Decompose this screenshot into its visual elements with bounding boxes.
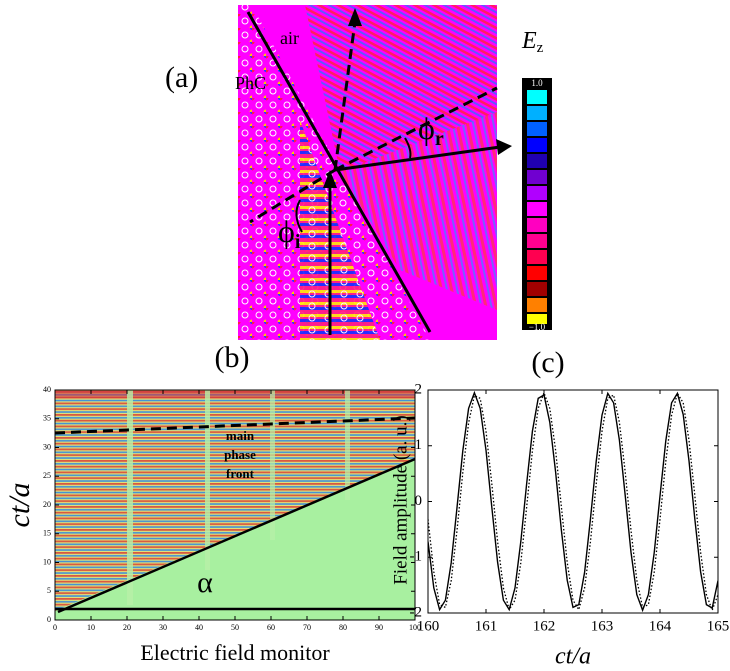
panel-label: (c) [531,346,564,379]
plot-lines [428,390,718,613]
angle-label: ϕr [418,110,444,149]
panel-label: (b) [215,341,250,374]
x-tick-label: 162 [533,618,556,634]
colorbar-symbol: E [521,28,537,54]
series-line [428,390,718,613]
y-axis-label: ct/a [3,483,36,528]
x-tick-label: 90 [375,623,383,632]
angle-label: ϕi [278,213,301,252]
y-tick-label: 25 [43,471,51,480]
y-tick-label: 35 [43,414,51,423]
y-tick-label: -1 [410,549,423,565]
y-tick-label: 30 [43,442,51,451]
x-tick-label: 164 [649,618,672,634]
angle-subscript: i [295,231,301,253]
y-tick-label: 40 [43,385,51,394]
axes-frame [427,389,719,614]
x-tick-label: 163 [591,618,614,634]
x-tick-label: 160 [417,618,440,634]
y-axis-label: Field amplitude (a. u.) [390,415,411,584]
y-tick-label: 20 [43,500,51,509]
x-axis-label: Electric field monitor [140,640,330,665]
x-tick-label: 70 [303,623,311,632]
y-tick-label: 5 [47,586,51,595]
x-tick-label: 50 [231,623,239,632]
field-map [55,390,415,620]
x-tick-label: 0 [53,623,57,632]
y-tick-label: 0 [47,615,51,624]
x-tick-label: 80 [339,623,347,632]
x-tick-label: 20 [123,623,131,632]
x-tick-label: 40 [195,623,203,632]
series-line [428,390,718,613]
field-map [238,5,512,340]
y-tick-label: 10 [43,557,51,566]
colorbar-title: Ez [521,28,544,57]
colorbar [522,78,552,330]
y-tick-label: 1 [415,437,423,453]
angle-symbol: ϕ [278,213,295,249]
colorbar-subscript: z [537,40,544,56]
annotation: front [226,466,255,481]
y-tick-label: 15 [43,529,51,538]
region-label: air [280,28,299,48]
x-tick-label: 100 [409,623,421,632]
colorbar-tick-label: 1.0 [531,78,543,88]
angle-symbol: ϕ [418,110,435,146]
x-tick-label: 60 [267,623,275,632]
x-tick-label: 165 [707,618,730,634]
angle-label: α [197,566,213,599]
colorbar-tick-label: −1.0 [529,322,546,332]
y-tick-label: 2 [415,381,423,397]
panel-label: (a) [165,61,198,94]
region-label: PhC [235,73,266,93]
x-axis-label: ct/a [555,644,591,670]
x-tick-label: 10 [87,623,95,632]
annotation: main [226,428,255,443]
y-tick-label: -2 [410,604,423,620]
x-tick-label: 30 [159,623,167,632]
angle-subscript: r [435,128,444,150]
x-tick-label: 161 [475,618,498,634]
annotation: phase [224,447,256,462]
y-tick-label: 0 [415,493,423,509]
